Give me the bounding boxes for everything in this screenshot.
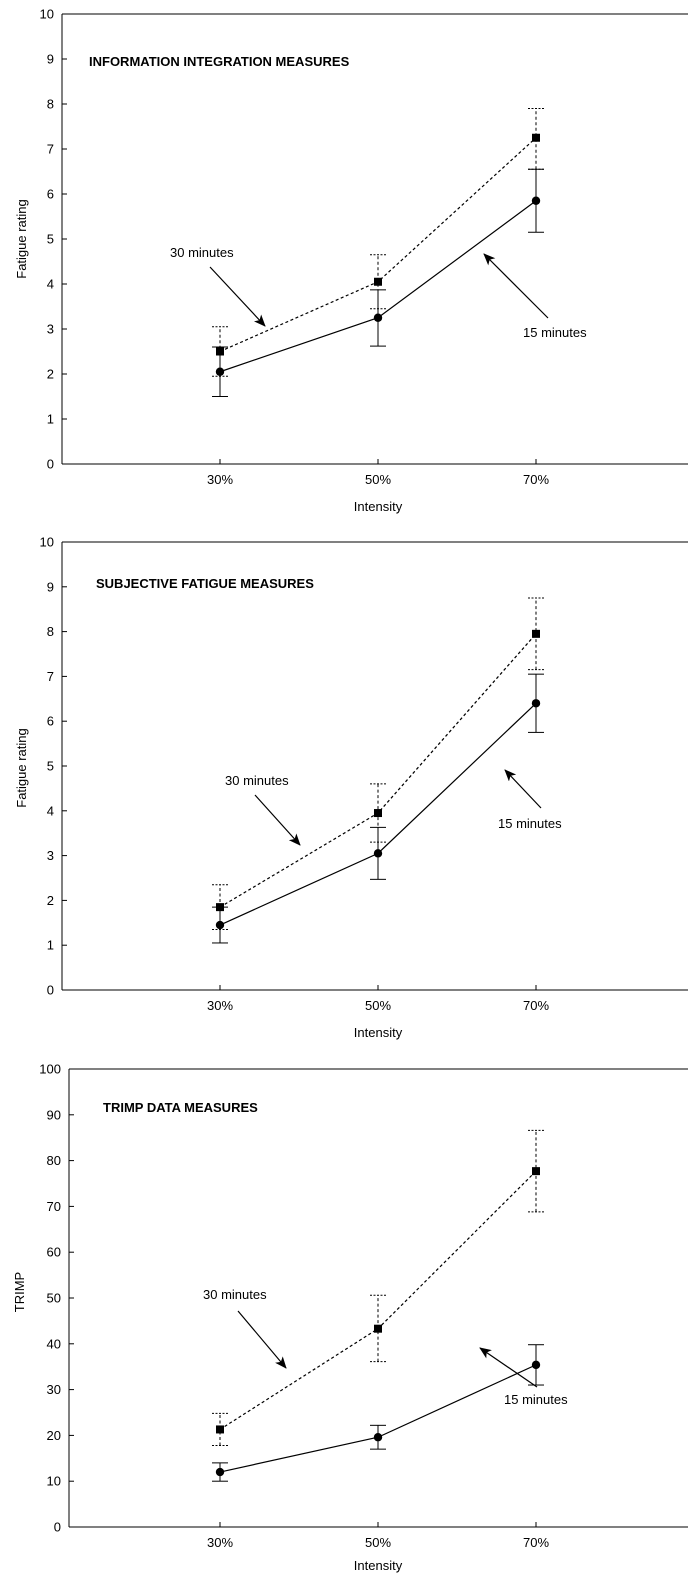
- x-tick-label: 30%: [207, 1535, 233, 1550]
- data-point-square: [374, 277, 382, 286]
- y-tick-label: 8: [47, 624, 54, 639]
- y-tick-label: 6: [47, 714, 54, 729]
- x-tick-label: 70%: [523, 998, 549, 1013]
- annotation-15-minutes: 15 minutes: [504, 1392, 568, 1407]
- chart-panel-information-integration: INFORMATION INTEGRATION MEASURES Intensi…: [14, 7, 688, 514]
- x-axis-title: Intensity: [354, 1558, 403, 1573]
- y-tick-label: 30: [47, 1382, 61, 1397]
- y-tick-label: 20: [47, 1428, 61, 1443]
- y-tick-label: 9: [47, 579, 54, 594]
- annotation-arrow-30-minutes: [209, 266, 266, 327]
- y-tick-label: 3: [47, 322, 54, 337]
- chart-panel-trimp-data: TRIMP DATA MEASURES Intensity TRIMP 30 m…: [12, 1062, 688, 1573]
- y-tick-label: 10: [40, 7, 54, 22]
- panel-title: SUBJECTIVE FATIGUE MEASURES: [96, 576, 314, 591]
- y-tick-label: 10: [47, 1474, 61, 1489]
- x-tick-label: 70%: [523, 472, 549, 487]
- y-tick-label: 100: [39, 1062, 61, 1077]
- y-tick-label: 0: [47, 457, 54, 472]
- annotation-15-minutes: 15 minutes: [523, 325, 587, 340]
- x-axis-title: Intensity: [354, 1025, 403, 1040]
- x-axis-title: Intensity: [354, 499, 403, 514]
- y-axis-title: Fatigue rating: [14, 199, 29, 279]
- annotation-arrow-15-minutes: [483, 253, 549, 319]
- y-tick-label: 70: [47, 1199, 61, 1214]
- y-tick-label: 0: [47, 983, 54, 998]
- x-tick-label: 30%: [207, 472, 233, 487]
- series-15-minutes: [212, 673, 544, 944]
- data-point-square: [216, 1425, 224, 1434]
- data-point-circle: [373, 313, 383, 322]
- data-point-circle: [531, 699, 541, 708]
- annotation-30-minutes: 30 minutes: [225, 773, 289, 788]
- y-axis-title: Fatigue rating: [14, 728, 29, 808]
- annotation-arrow-15-minutes: [504, 769, 542, 809]
- x-tick-label: 30%: [207, 998, 233, 1013]
- data-point-square: [374, 1324, 382, 1333]
- y-tick-label: 2: [47, 367, 54, 382]
- y-tick-label: 1: [47, 412, 54, 427]
- data-point-square: [374, 809, 382, 818]
- panel-title: TRIMP DATA MEASURES: [103, 1100, 258, 1115]
- data-point-circle: [373, 849, 383, 858]
- series-30-minutes: [212, 1129, 544, 1446]
- panel-title: INFORMATION INTEGRATION MEASURES: [89, 54, 350, 69]
- data-point-circle: [215, 367, 225, 376]
- x-tick-label: 70%: [523, 1535, 549, 1550]
- annotation-30-minutes: 30 minutes: [170, 245, 234, 260]
- y-axis-title: TRIMP: [12, 1272, 27, 1312]
- y-tick-label: 8: [47, 97, 54, 112]
- y-tick-label: 60: [47, 1245, 61, 1260]
- data-point-square: [532, 133, 540, 142]
- data-point-circle: [215, 920, 225, 930]
- y-tick-label: 5: [47, 759, 54, 774]
- annotation-30-minutes: 30 minutes: [203, 1287, 267, 1302]
- x-tick-label: 50%: [365, 1535, 391, 1550]
- y-tick-label: 2: [47, 893, 54, 908]
- series-15-minutes: [212, 168, 544, 397]
- y-tick-label: 4: [47, 803, 54, 818]
- data-point-circle: [215, 1467, 225, 1477]
- y-tick-label: 9: [47, 52, 54, 67]
- annotation-arrow-30-minutes: [237, 1310, 287, 1369]
- data-point-square: [532, 1167, 540, 1176]
- y-tick-label: 7: [47, 142, 54, 157]
- x-tick-label: 50%: [365, 998, 391, 1013]
- annotation-arrow-30-minutes: [254, 794, 301, 846]
- y-tick-label: 0: [54, 1520, 61, 1535]
- annotation-15-minutes: 15 minutes: [498, 816, 562, 831]
- chart-panel-subjective-fatigue: SUBJECTIVE FATIGUE MEASURES Intensity Fa…: [14, 535, 688, 1040]
- x-tick-label: 50%: [365, 472, 391, 487]
- y-tick-label: 3: [47, 848, 54, 863]
- y-tick-label: 50: [47, 1291, 61, 1306]
- y-tick-label: 7: [47, 669, 54, 684]
- y-tick-label: 5: [47, 232, 54, 247]
- data-point-square: [532, 629, 540, 638]
- series-line: [219, 1364, 537, 1473]
- y-tick-label: 6: [47, 187, 54, 202]
- data-point-circle: [531, 1360, 541, 1370]
- y-tick-label: 10: [40, 535, 54, 550]
- series-15-minutes: [212, 1344, 544, 1482]
- y-tick-label: 90: [47, 1107, 61, 1122]
- y-tick-label: 1: [47, 938, 54, 953]
- data-point-circle: [373, 1433, 383, 1442]
- y-tick-label: 80: [47, 1153, 61, 1168]
- annotation-arrow-15-minutes: [479, 1347, 538, 1388]
- y-tick-label: 40: [47, 1336, 61, 1351]
- y-tick-label: 4: [47, 277, 54, 292]
- data-point-circle: [531, 196, 541, 205]
